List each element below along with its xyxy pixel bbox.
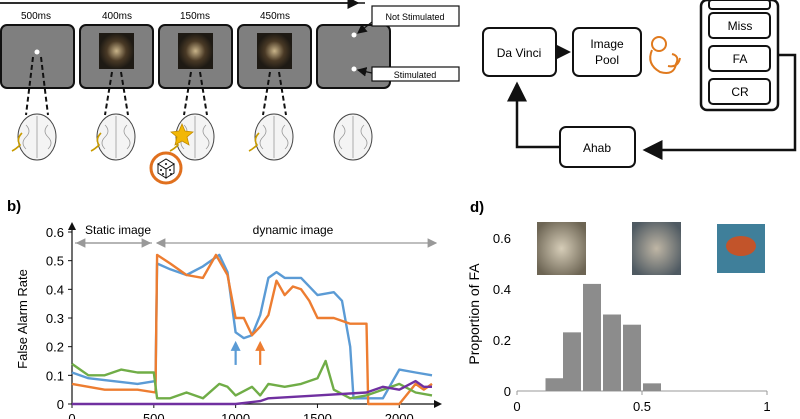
- ahab-label: Ahab: [583, 141, 611, 155]
- b-series-lines: [71, 253, 433, 406]
- monkey-image-2: [178, 33, 213, 69]
- da-vinci-label: Da Vinci: [497, 46, 541, 60]
- duration-label-4: 450ms: [260, 11, 290, 22]
- outcome-miss-box: [708, 12, 771, 39]
- d-y-tick-label: 0.4: [493, 282, 511, 297]
- not-stimulated-box: [371, 5, 460, 27]
- duration-label-1: 500ms: [21, 11, 51, 22]
- d-bar: [603, 314, 621, 391]
- b-annotation-arrowhead-blue: [230, 340, 241, 351]
- dice-pips: [160, 163, 172, 175]
- static-phase-label: Static image: [85, 223, 151, 237]
- d-bar: [643, 383, 661, 391]
- image-pool-box: [572, 27, 642, 77]
- stimulated-label: Stimulated: [394, 70, 437, 80]
- d-y-tick-label: 0.6: [493, 231, 511, 246]
- gaze-lines: [25, 56, 287, 116]
- b-y-tick-label: 0.2: [46, 340, 64, 355]
- not-stimulated-label: Not Stimulated: [385, 12, 444, 22]
- b-y-tick-label: 0.5: [46, 254, 64, 269]
- outcome-to-ahab-arrow: [642, 53, 797, 160]
- brain-folds: [22, 116, 368, 158]
- b-y-tick-label: 0.1: [46, 368, 64, 383]
- fa-label: FA: [733, 52, 748, 66]
- b-y-axis-arrowhead: [68, 222, 76, 230]
- panel-b-false-alarm-chart: b) False Alarm Rate Static image dynamic…: [7, 198, 442, 419]
- stimulated-arrow: [356, 67, 373, 77]
- outcome-hit-box: [708, 0, 771, 10]
- brain-icons: [17, 113, 373, 161]
- panel-a-trial-sequence: 500ms 400ms 150ms 450ms Not Stimulated S…: [0, 0, 460, 185]
- monkey-icon: [649, 36, 681, 74]
- b-annotations: [230, 340, 266, 365]
- b-x-axis-arrowhead: [434, 400, 442, 408]
- implant-cables: [11, 132, 260, 152]
- b-y-axis-title: False Alarm Rate: [15, 269, 30, 369]
- miss-label: Miss: [728, 19, 753, 33]
- outcome-cr-box: [708, 78, 771, 105]
- image-pool-label-2: Pool: [595, 53, 619, 67]
- b-annotation-arrowhead-orange: [255, 340, 266, 351]
- d-y-axis-title: Proportion of FA: [466, 263, 482, 365]
- d-y-tick-label: 0.2: [493, 333, 511, 348]
- d-bar: [583, 283, 601, 391]
- b-x-tick-label: 2000: [385, 411, 414, 419]
- target-dot-bottom: [351, 66, 357, 72]
- b-x-tick-label: 500: [143, 411, 165, 419]
- dynamic-phase-label: dynamic image: [253, 223, 334, 237]
- panel-b-letter: b): [7, 198, 21, 215]
- b-x-tick-label: 1500: [303, 411, 332, 419]
- d-axes: 0 0.2 0.4 0.6 0 0.5 1: [493, 231, 771, 414]
- screen-fixation: [0, 24, 75, 89]
- d-x-tick-label: 1: [763, 399, 770, 414]
- panel-d-letter: d): [470, 199, 484, 216]
- b-y-tick-label: 0.4: [46, 282, 64, 297]
- monkey-image-3: [257, 33, 292, 69]
- cat-image-2: [632, 222, 681, 275]
- target-dot-top: [351, 32, 357, 38]
- b-x-tick-label: 0: [68, 411, 75, 419]
- d-x-tick-label: 0.5: [633, 399, 651, 414]
- panel-c-system-diagram: Da Vinci Image Pool Miss FA CR Ahab: [482, 0, 797, 168]
- ahab-to-davinci-arrow: [507, 81, 560, 149]
- monkey-image-1: [99, 33, 134, 69]
- d-bar: [623, 324, 641, 391]
- d-x-tick-label: 0: [513, 399, 520, 414]
- d-bars: [545, 283, 661, 391]
- b-y-tick-label: 0: [57, 397, 64, 412]
- b-series-line-green: [71, 359, 433, 400]
- b-y-tick-label: 0.6: [46, 225, 64, 240]
- panel-d-proportion-chart: d) Proportion of FA 0 0.2 0.4 0.6 0 0.5 1: [466, 199, 771, 414]
- d-bar: [545, 378, 564, 391]
- b-series-line-blue: [71, 253, 433, 400]
- outcome-fa-box: [708, 45, 771, 72]
- duration-label-3: 150ms: [180, 11, 210, 22]
- stimulated-box: [371, 66, 460, 82]
- b-y-tick-label: 0.3: [46, 311, 64, 326]
- cat-image-1: [537, 222, 586, 275]
- d-y-tick-label: 0: [504, 384, 511, 399]
- not-stimulated-arrow: [357, 21, 373, 34]
- turtle-shape: [726, 236, 756, 256]
- image-pool-label-1: Image: [590, 37, 624, 51]
- d-bar: [563, 332, 581, 391]
- stimulation-star-icon: [170, 122, 194, 146]
- dice-shape: [157, 158, 175, 179]
- b-series-line-purple: [72, 379, 432, 406]
- fixation-dot: [34, 49, 40, 55]
- duration-label-2: 400ms: [102, 11, 132, 22]
- b-x-tick-label: 1000: [221, 411, 250, 419]
- cr-label: CR: [731, 85, 749, 99]
